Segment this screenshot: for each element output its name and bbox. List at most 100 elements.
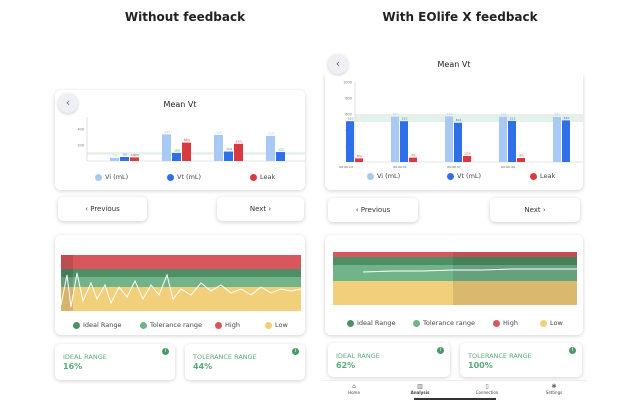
- info-icon[interactable]: i: [569, 347, 576, 354]
- stat-value: 62%: [336, 361, 356, 370]
- ideal-dot: [73, 321, 80, 329]
- legend-label: Vi (mL): [105, 173, 129, 181]
- bar-vt: [276, 152, 285, 161]
- nav-label: Settings: [545, 390, 563, 395]
- bar-vi: [391, 116, 399, 162]
- ideal-range-stat: IDEAL RANGE 62% i: [328, 343, 450, 377]
- bar-vt: [562, 120, 570, 162]
- back-button[interactable]: ‹: [58, 93, 78, 113]
- low-band: [333, 281, 577, 305]
- nav-analysis[interactable]: ▥ Analysis: [400, 383, 440, 395]
- nav-label: Home: [348, 390, 360, 395]
- low-dot: [540, 319, 547, 327]
- legend-leak: Leak: [530, 172, 555, 180]
- chart-header: Mean Vt: [325, 50, 583, 76]
- info-icon[interactable]: i: [292, 348, 299, 355]
- bar-vt: [508, 120, 516, 162]
- next-button[interactable]: Next ›: [217, 197, 304, 221]
- previous-button[interactable]: ‹ Previous: [58, 197, 147, 221]
- next-button[interactable]: Next ›: [490, 198, 580, 222]
- data-label: 68%: [184, 138, 191, 142]
- high-band: [61, 255, 301, 269]
- data-label: 63%: [236, 139, 243, 143]
- x-tick-label: 00:00:17: [217, 164, 231, 165]
- info-icon[interactable]: i: [162, 348, 169, 355]
- bar-leak: [463, 156, 471, 162]
- previous-label: Previous: [90, 205, 120, 213]
- tolerance-dot: [140, 321, 147, 329]
- data-label: 570: [447, 112, 453, 116]
- left-heading: Without feedback: [124, 10, 246, 24]
- x-tick-label: 00:00:44: [501, 165, 515, 168]
- x-tick-label: 00:00:31: [393, 165, 407, 168]
- legend-high: High: [215, 321, 240, 329]
- home-indicator: [414, 398, 496, 400]
- nav-label: Analysis: [410, 390, 430, 395]
- range-chart: [333, 252, 577, 305]
- bar-leak: [130, 157, 139, 161]
- previous-button[interactable]: ‹ Previous: [328, 198, 418, 222]
- data-label: 513: [510, 116, 516, 120]
- legend-label: High: [503, 319, 518, 327]
- bluetooth-icon: ▯: [485, 383, 489, 390]
- data-label: 567: [393, 112, 399, 116]
- data-label: 39: [113, 153, 117, 157]
- legend-label: Vi (mL): [377, 172, 401, 180]
- shade: [61, 255, 73, 311]
- nav-home[interactable]: ⌂ Home: [334, 383, 374, 395]
- shade: [453, 252, 577, 305]
- y-tick-label: 800: [345, 97, 352, 101]
- range-card-left: Ideal Range Tolerance range High Low: [55, 235, 305, 335]
- stat-label: TOLERANCE RANGE: [468, 352, 532, 360]
- legend-ideal: Ideal Range: [347, 319, 396, 327]
- info-icon[interactable]: i: [437, 347, 444, 354]
- legend-label: Low: [550, 319, 563, 327]
- mean-vt-card-left: Mean Vt 200 400 39 50 100% 00:00:03 333 100 68% 0…: [55, 90, 305, 190]
- high-dot: [215, 321, 222, 329]
- low-dot: [265, 321, 272, 329]
- bar-vi: [445, 116, 453, 162]
- tolerance-dot: [413, 319, 420, 327]
- data-label: 100%: [131, 153, 140, 157]
- chart-title: Mean Vt: [437, 60, 471, 69]
- data-label: 333: [164, 130, 170, 134]
- gear-icon: ✱: [551, 383, 557, 390]
- data-label: 314: [268, 131, 274, 135]
- tolerance-band-top: [333, 257, 577, 265]
- bar-vt: [120, 157, 129, 161]
- legend-label: Ideal Range: [357, 319, 396, 327]
- legend-tolerance: Tolerance range: [413, 319, 475, 327]
- legend-label: Tolerance range: [150, 321, 202, 329]
- bar-leak: [517, 158, 525, 162]
- tolerance-range-stat: TOLERANCE RANGE 44% i: [185, 344, 305, 380]
- data-label: 565: [501, 112, 507, 116]
- bar-vi: [499, 116, 507, 162]
- leak-dot: [250, 173, 257, 181]
- data-label: 510: [348, 117, 354, 121]
- home-icon: ⌂: [352, 383, 356, 390]
- bar-leak: [355, 158, 363, 162]
- nav-connection[interactable]: ▯ Connection: [467, 383, 507, 395]
- next-label: Next: [249, 205, 267, 213]
- y-tick-label: 200: [77, 144, 84, 148]
- nav-settings[interactable]: ✱ Settings: [534, 383, 574, 395]
- data-label: 9%: [411, 153, 416, 157]
- legend-high: High: [493, 319, 518, 327]
- back-button[interactable]: ‹: [328, 54, 348, 74]
- x-tick-label: 00:00:24: [269, 164, 283, 165]
- legend-low: Low: [265, 321, 288, 329]
- stat-value: 100%: [468, 361, 493, 370]
- x-tick-label: 00:00:03: [113, 164, 127, 165]
- data-label: 510: [402, 117, 408, 121]
- vt-trace: [61, 272, 301, 308]
- vt-dot: [447, 172, 454, 180]
- data-label: 100: [174, 149, 180, 153]
- stat-label: TOLERANCE RANGE: [193, 353, 257, 361]
- nav-label: Connection: [475, 390, 499, 395]
- legend-label: Vt (mL): [177, 173, 202, 181]
- bar-leak: [182, 142, 191, 161]
- bar-leak: [234, 143, 243, 161]
- y-tick-label: 1000: [343, 81, 352, 85]
- bar-vt: [400, 121, 408, 162]
- high-dot: [493, 319, 500, 327]
